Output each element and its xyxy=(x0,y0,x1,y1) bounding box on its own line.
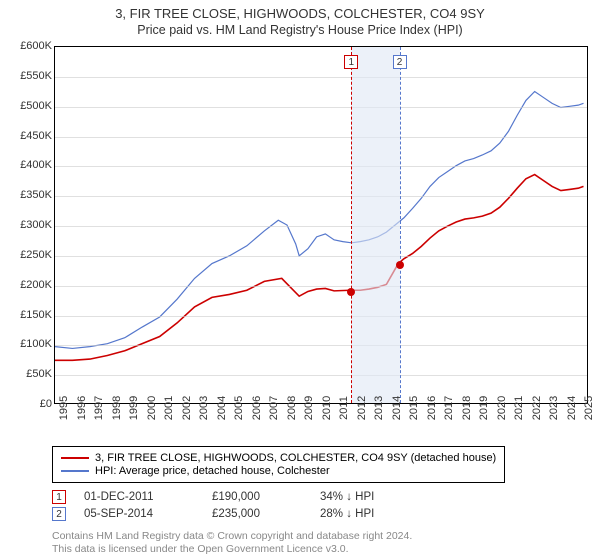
y-axis-label: £400K xyxy=(6,159,52,171)
y-axis-label: £450K xyxy=(6,130,52,142)
x-axis-label: 2004 xyxy=(216,396,228,420)
info-delta: 34% ↓ HPI xyxy=(320,491,374,503)
x-axis-label: 2017 xyxy=(443,396,455,420)
gridline-h xyxy=(55,375,587,376)
x-axis-label: 2025 xyxy=(583,396,595,420)
gridline-h xyxy=(55,137,587,138)
gridline-h xyxy=(55,77,587,78)
info-row: 1 01-DEC-2011 £190,000 34% ↓ HPI xyxy=(52,490,374,504)
info-marker-1: 1 xyxy=(52,490,66,504)
info-marker-2: 2 xyxy=(52,507,66,521)
legend-swatch xyxy=(61,470,89,472)
info-price: £235,000 xyxy=(212,508,302,520)
attribution-text: Contains HM Land Registry data © Crown c… xyxy=(52,530,412,556)
info-date: 01-DEC-2011 xyxy=(84,491,194,503)
attribution-line1: Contains HM Land Registry data © Crown c… xyxy=(52,530,412,543)
x-axis-label: 2002 xyxy=(181,396,193,420)
legend-label: 3, FIR TREE CLOSE, HIGHWOODS, COLCHESTER… xyxy=(95,452,496,464)
x-axis-label: 1998 xyxy=(111,396,123,420)
x-axis-label: 2014 xyxy=(391,396,403,420)
legend-item: HPI: Average price, detached house, Colc… xyxy=(61,465,496,477)
sale-period-band xyxy=(351,47,399,403)
x-axis-label: 2019 xyxy=(478,396,490,420)
x-axis-label: 2008 xyxy=(286,396,298,420)
y-axis-label: £350K xyxy=(6,189,52,201)
x-axis-label: 2018 xyxy=(461,396,473,420)
x-axis-label: 2023 xyxy=(548,396,560,420)
x-axis-label: 2015 xyxy=(408,396,420,420)
x-axis-label: 2021 xyxy=(513,396,525,420)
x-axis-label: 1997 xyxy=(93,396,105,420)
y-axis-label: £500K xyxy=(6,100,52,112)
x-axis-label: 2016 xyxy=(426,396,438,420)
sale-point xyxy=(396,261,404,269)
attribution-line2: This data is licensed under the Open Gov… xyxy=(52,543,412,556)
sale-marker-2: 2 xyxy=(393,55,407,69)
y-axis-label: £100K xyxy=(6,338,52,350)
sale-vline xyxy=(351,47,352,403)
gridline-h xyxy=(55,107,587,108)
chart-svg xyxy=(55,47,587,403)
x-axis-label: 2013 xyxy=(373,396,385,420)
y-axis-label: £550K xyxy=(6,70,52,82)
gridline-h xyxy=(55,286,587,287)
x-axis-label: 2011 xyxy=(338,396,350,420)
sale-vline xyxy=(400,47,401,403)
gridline-h xyxy=(55,226,587,227)
x-axis-label: 2024 xyxy=(566,396,578,420)
y-axis-label: £250K xyxy=(6,249,52,261)
gridline-h xyxy=(55,166,587,167)
info-delta: 28% ↓ HPI xyxy=(320,508,374,520)
legend-swatch xyxy=(61,457,89,459)
y-axis-label: £50K xyxy=(6,368,52,380)
x-axis-label: 2022 xyxy=(531,396,543,420)
x-axis-label: 2012 xyxy=(356,396,368,420)
y-axis-label: £200K xyxy=(6,279,52,291)
y-axis-label: £600K xyxy=(6,40,52,52)
x-axis-label: 1996 xyxy=(76,396,88,420)
gridline-h xyxy=(55,196,587,197)
y-axis-label: £300K xyxy=(6,219,52,231)
legend-box: 3, FIR TREE CLOSE, HIGHWOODS, COLCHESTER… xyxy=(52,446,505,483)
x-axis-label: 2001 xyxy=(163,396,175,420)
sale-info-table: 1 01-DEC-2011 £190,000 34% ↓ HPI 2 05-SEP-201… xyxy=(52,490,374,524)
x-axis-label: 2010 xyxy=(321,396,333,420)
title-line2: Price paid vs. HM Land Registry's House … xyxy=(0,23,600,37)
x-axis-label: 1999 xyxy=(128,396,140,420)
chart-plot-area: 12 xyxy=(54,46,588,404)
x-axis-label: 2003 xyxy=(198,396,210,420)
series-hpi xyxy=(55,92,584,349)
x-axis-label: 2020 xyxy=(496,396,508,420)
chart-title-block: 3, FIR TREE CLOSE, HIGHWOODS, COLCHESTER… xyxy=(0,0,600,37)
info-price: £190,000 xyxy=(212,491,302,503)
x-axis-label: 2009 xyxy=(303,396,315,420)
legend-label: HPI: Average price, detached house, Colc… xyxy=(95,465,330,477)
x-axis-label: 1995 xyxy=(58,396,70,420)
info-date: 05-SEP-2014 xyxy=(84,508,194,520)
x-axis-label: 2005 xyxy=(233,396,245,420)
y-axis-label: £150K xyxy=(6,309,52,321)
title-line1: 3, FIR TREE CLOSE, HIGHWOODS, COLCHESTER… xyxy=(0,6,600,21)
x-axis-label: 2006 xyxy=(251,396,263,420)
x-axis-label: 2007 xyxy=(268,396,280,420)
gridline-h xyxy=(55,345,587,346)
gridline-h xyxy=(55,256,587,257)
info-row: 2 05-SEP-2014 £235,000 28% ↓ HPI xyxy=(52,507,374,521)
y-axis-label: £0 xyxy=(6,398,52,410)
gridline-h xyxy=(55,316,587,317)
x-axis-label: 2000 xyxy=(146,396,158,420)
sale-point xyxy=(347,288,355,296)
legend-item: 3, FIR TREE CLOSE, HIGHWOODS, COLCHESTER… xyxy=(61,452,496,464)
sale-marker-1: 1 xyxy=(344,55,358,69)
